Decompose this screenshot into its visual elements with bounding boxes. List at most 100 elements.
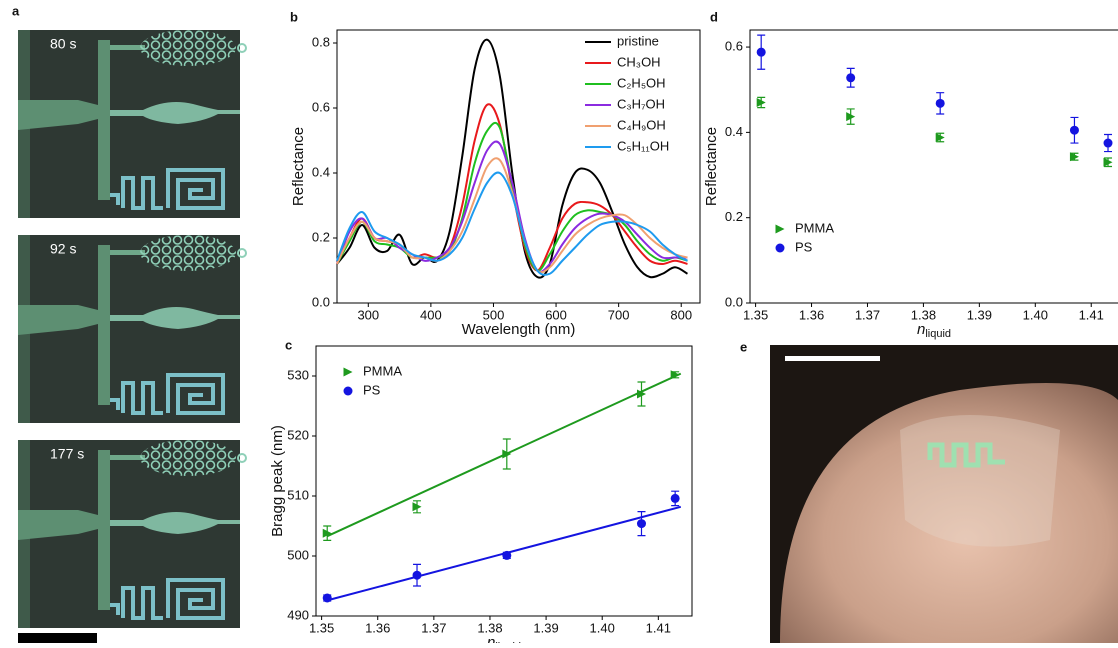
x-axis-label: nliquid	[917, 321, 951, 340]
plot-frame	[315, 345, 693, 617]
marker	[670, 370, 680, 380]
legend-label: CH₃OH	[617, 54, 661, 69]
x-tick-label: 1.40	[1023, 307, 1048, 322]
marker	[322, 593, 332, 603]
y-tick-label: 500	[287, 547, 309, 562]
marker	[935, 132, 945, 142]
x-tick-label: 700	[608, 307, 630, 322]
timestamp: 177 s	[50, 446, 84, 462]
marker	[1103, 138, 1113, 148]
x-tick-label: 600	[545, 307, 567, 322]
legend-label: PMMA	[795, 220, 834, 235]
x-tick-label: 1.40	[590, 620, 615, 635]
legend-label: C₅H₁₁OH	[617, 138, 669, 153]
x-axis-label: Wavelength (nm)	[462, 321, 576, 338]
y-axis-label: Bragg peak (nm)	[269, 425, 286, 537]
y-tick-label: 0.6	[312, 99, 330, 114]
legend-label: C₄H₉OH	[617, 117, 666, 132]
x-tick-label: 1.41	[1079, 307, 1104, 322]
timestamp: 92 s	[50, 241, 76, 257]
marker	[846, 73, 856, 83]
panel-label: a	[12, 3, 20, 18]
timestamp: 80 s	[50, 36, 76, 52]
y-tick-label: 510	[287, 487, 309, 502]
y-tick-label: 0.4	[725, 124, 743, 139]
x-tick-label: 1.35	[309, 620, 334, 635]
scale-bar	[18, 633, 97, 643]
marker	[412, 502, 422, 512]
y-tick-label: 0.2	[725, 209, 743, 224]
device	[927, 442, 1005, 468]
x-tick-label: 1.38	[911, 307, 936, 322]
marker	[636, 389, 646, 399]
marker	[343, 386, 353, 396]
micrograph	[16, 438, 248, 630]
marker	[1069, 152, 1079, 162]
x-tick-label: 1.36	[799, 307, 824, 322]
x-axis-label-subscript: liquid	[925, 328, 951, 340]
x-axis-label: nliquid	[487, 634, 521, 643]
y-tick-label: 0.6	[725, 39, 743, 54]
x-axis-label-text: Wavelength (nm)	[462, 321, 576, 338]
marker	[756, 47, 766, 57]
y-tick-label: 0.2	[312, 229, 330, 244]
film	[900, 415, 1060, 547]
panel-e-photo	[770, 345, 1118, 643]
data-line	[336, 140, 688, 273]
x-tick-label: 1.39	[967, 307, 992, 322]
legend-label: PS	[795, 239, 813, 254]
y-tick-label: 0.0	[312, 294, 330, 309]
plot-frame	[749, 29, 1118, 304]
x-tick-label: 1.35	[743, 307, 768, 322]
y-axis-label: Reflectance	[703, 127, 720, 206]
marker	[412, 570, 422, 580]
panel-label: d	[710, 9, 718, 24]
y-tick-label: 530	[287, 367, 309, 382]
y-tick-label: 490	[287, 607, 309, 622]
legend-label: pristine	[617, 33, 659, 48]
y-axis-label: Reflectance	[290, 127, 307, 206]
x-tick-label: 1.37	[421, 620, 446, 635]
scale-bar	[785, 356, 880, 361]
legend-label: C₂H₅OH	[617, 75, 666, 90]
marker	[670, 493, 680, 503]
micrograph	[16, 28, 248, 220]
marker	[502, 449, 512, 459]
legend-label: PS	[363, 382, 381, 397]
y-tick-label: 0.4	[312, 164, 330, 179]
legend-label: C₃H₇OH	[617, 96, 665, 111]
x-tick-label: 1.38	[477, 620, 502, 635]
x-tick-label: 1.39	[533, 620, 558, 635]
marker	[775, 243, 785, 253]
plot-frame	[336, 29, 701, 304]
x-tick-label: 1.37	[855, 307, 880, 322]
legend-label: PMMA	[363, 363, 402, 378]
marker	[935, 98, 945, 108]
x-axis-label-text: n	[487, 634, 495, 643]
marker	[343, 367, 353, 377]
marker	[1103, 157, 1113, 167]
data-line	[336, 38, 688, 279]
x-tick-label: 500	[483, 307, 505, 322]
marker	[322, 528, 332, 538]
micrograph	[16, 233, 248, 425]
fingertip	[780, 382, 1118, 643]
marker	[636, 519, 646, 529]
marker	[1069, 125, 1079, 135]
y-tick-label: 0.8	[312, 34, 330, 49]
marker	[846, 112, 856, 122]
y-tick-label: 0.0	[725, 294, 743, 309]
data-line	[336, 171, 688, 276]
x-tick-label: 1.41	[646, 620, 671, 635]
panel-label: e	[740, 339, 747, 354]
panel-label: b	[290, 9, 298, 24]
panel-label: c	[285, 337, 292, 352]
marker	[756, 98, 766, 108]
panel-a-images	[16, 28, 248, 643]
x-tick-label: 1.36	[365, 620, 390, 635]
y-tick-label: 520	[287, 427, 309, 442]
marker	[775, 224, 785, 234]
x-tick-label: 800	[670, 307, 692, 322]
